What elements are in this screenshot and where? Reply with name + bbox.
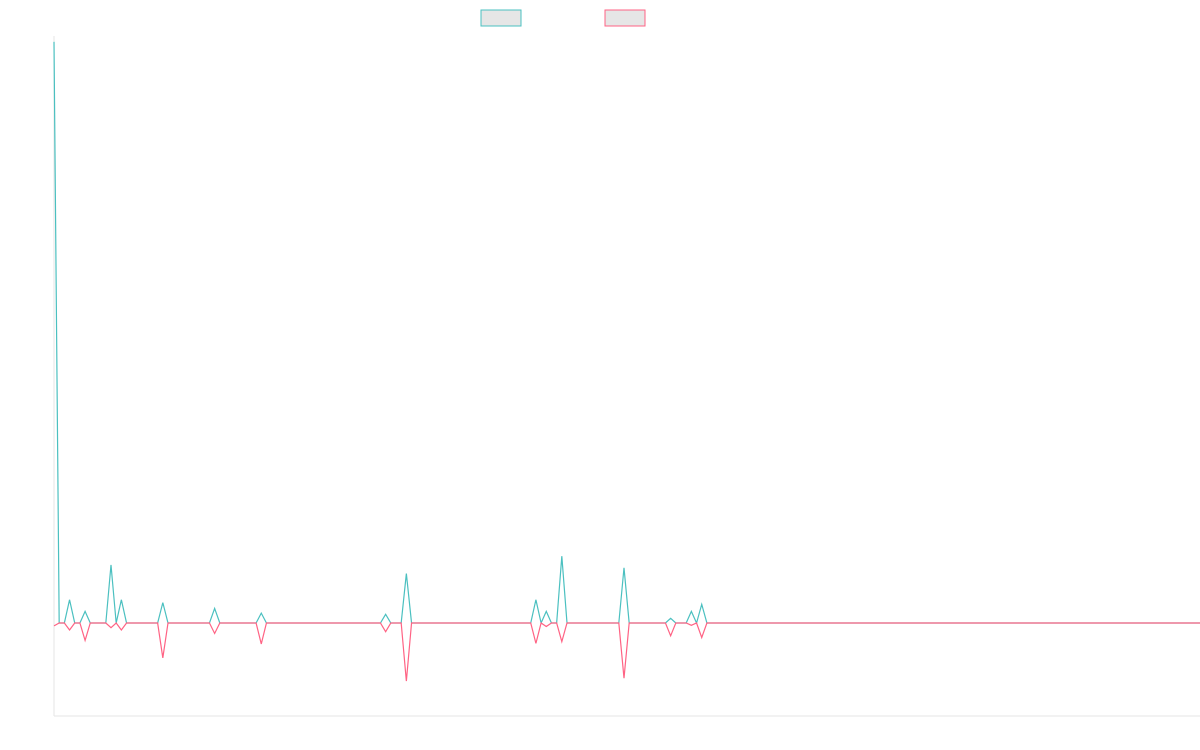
legend-item-1[interactable] bbox=[480, 9, 522, 27]
series-line-1 bbox=[53, 41, 1200, 625]
series-line-2 bbox=[53, 622, 1200, 682]
axes bbox=[53, 36, 1200, 717]
legend-swatch-2[interactable] bbox=[604, 9, 646, 27]
legend[interactable] bbox=[480, 9, 646, 27]
legend-swatch-1[interactable] bbox=[480, 9, 522, 27]
legend-item-2[interactable] bbox=[604, 9, 646, 27]
series-layer bbox=[53, 41, 1200, 682]
